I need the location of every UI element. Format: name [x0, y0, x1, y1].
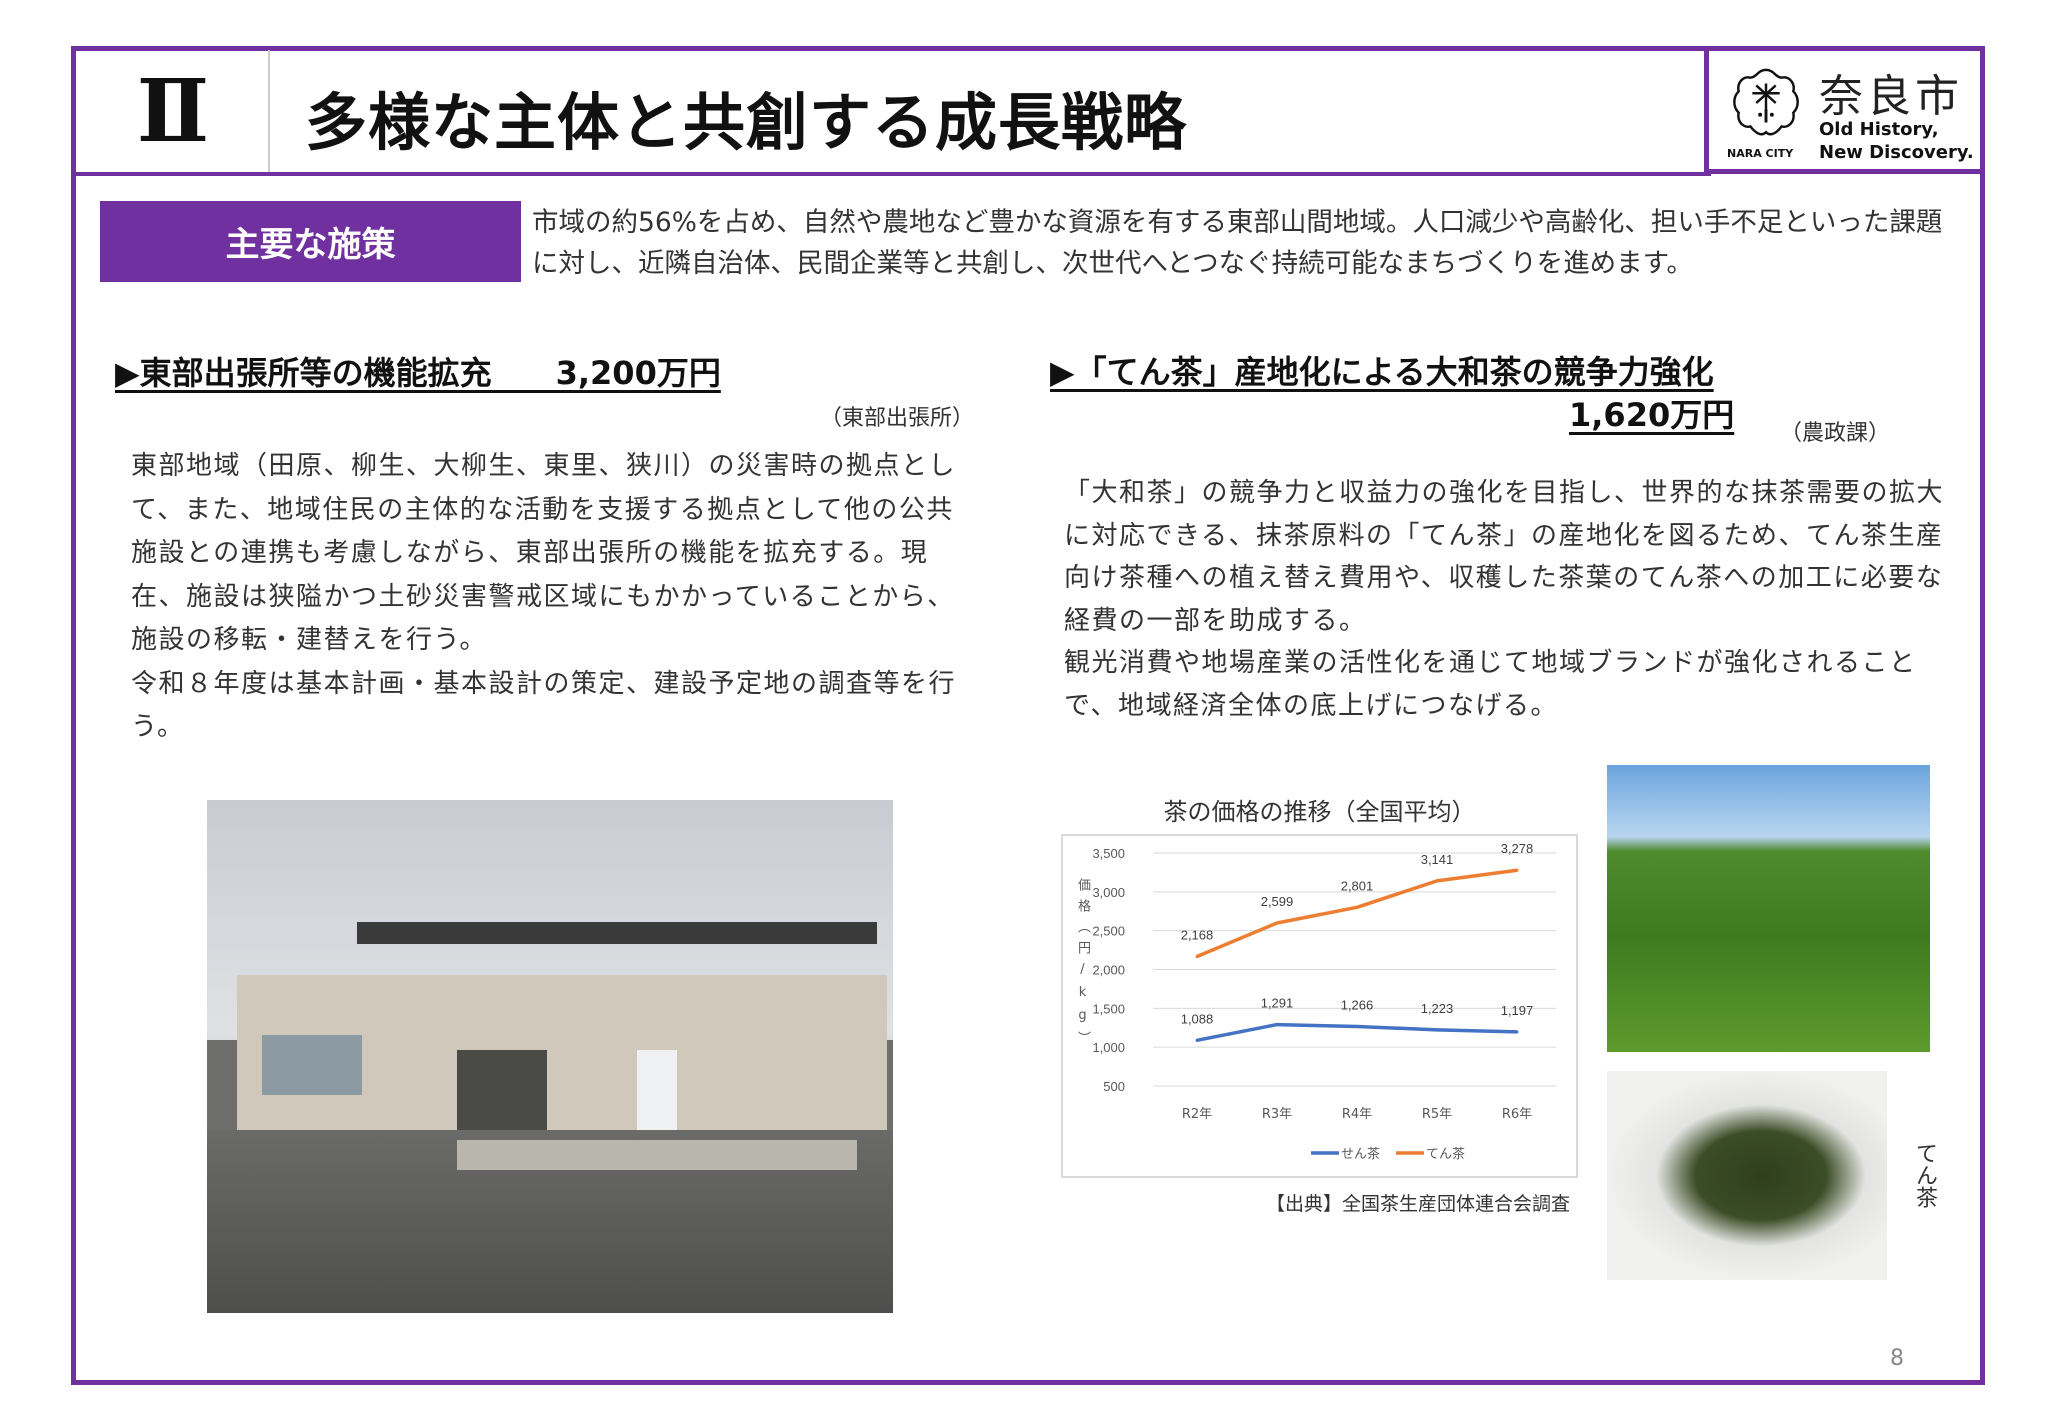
chart-title: 茶の価格の推移（全国平均）: [1163, 798, 1476, 826]
data-point: [1435, 879, 1439, 883]
data-point: [1515, 1030, 1519, 1034]
data-label: 1,223: [1421, 1001, 1454, 1016]
y-tick-label: 2,500: [1092, 924, 1125, 939]
data-label: 3,278: [1501, 841, 1534, 856]
page-frame: [71, 46, 1985, 1385]
section-numeral: Ⅱ: [136, 60, 209, 162]
numeral-divider: [268, 50, 270, 172]
x-tick-label: R3年: [1262, 1107, 1292, 1122]
data-point: [1355, 1025, 1359, 1029]
x-tick-label: R4年: [1342, 1107, 1372, 1122]
right-body: 「大和茶」の競争力と収益力の強化を目指し、世界的な抹茶需要の拡大に対応できる、抹…: [1064, 472, 1944, 727]
y-tick-label: 3,500: [1092, 846, 1125, 861]
left-department: （東部出張所）: [820, 406, 975, 431]
tea-price-chart: 500 1,000 1,500 2,000 2,500 3,000 3,500 R2年 R3年 R…: [1092, 841, 1556, 1162]
y-tick-label: 500: [1103, 1079, 1125, 1094]
left-body-paragraph-2: 令和８年度は基本計画・基本設計の策定、建設予定地の調査等を行う。: [131, 668, 957, 743]
data-point: [1355, 905, 1359, 909]
x-tick-label: R5年: [1422, 1107, 1452, 1122]
data-label: 2,599: [1261, 894, 1294, 909]
right-department: （農政課）: [1780, 421, 1891, 446]
legend-label: てん茶: [1426, 1146, 1465, 1162]
left-body: 東部地域（田原、柳生、大柳生、東里、狭川）の災害時の拠点として、また、地域住民の…: [131, 445, 976, 750]
left-body-paragraph-1: 東部地域（田原、柳生、大柳生、東里、狭川）の災害時の拠点として、また、地域住民の…: [131, 451, 957, 655]
page-number: 8: [1890, 1346, 1904, 1371]
data-label: 3,141: [1421, 852, 1454, 867]
logo-tagline-1: Old History,: [1819, 119, 1939, 140]
key-measures-badge: 主要な施策: [100, 201, 521, 282]
intro-text: 市域の約56%を占め、自然や農地など豊かな資源を有する東部山間地域。人口減少や高…: [532, 207, 1943, 279]
branch-office-photo: [207, 800, 893, 1313]
logo-city-en: NARA CITY: [1727, 147, 1794, 160]
right-heading: ▶「てん茶」産地化による大和茶の競争力強化: [1050, 353, 1714, 391]
x-tick-label: R6年: [1502, 1107, 1532, 1122]
right-body-paragraph-2: 観光消費や地場産業の活性化を通じて地域ブランドが強化されることで、地域経済全体の…: [1064, 648, 1917, 721]
right-amount: 1,620万円: [1569, 396, 1735, 434]
tencha-leaves-photo: [1607, 1071, 1887, 1280]
data-label: 1,197: [1501, 1003, 1534, 1018]
page-title: 多様な主体と共創する成長戦略: [305, 86, 1188, 159]
data-point: [1435, 1028, 1439, 1032]
logo-tagline-2: New Discovery.: [1819, 142, 1974, 163]
chart-frame: [1061, 834, 1578, 1178]
data-label: 1,088: [1181, 1011, 1214, 1026]
left-heading: ▶東部出張所等の機能拡充 3,200万円: [115, 354, 721, 392]
data-point: [1195, 954, 1199, 958]
tencha-photo-label: てん茶: [1912, 1142, 1937, 1208]
data-point: [1515, 868, 1519, 872]
nara-city-logo: NARA CITY 奈良市 Old History, New Discovery…: [1704, 50, 1981, 174]
data-label: 2,168: [1181, 927, 1214, 942]
data-label: 2,801: [1341, 878, 1374, 893]
right-body-paragraph-1: 「大和茶」の競争力と収益力の強化を目指し、世界的な抹茶需要の拡大に対応できる、抹…: [1064, 478, 1945, 636]
data-point: [1275, 1023, 1279, 1027]
tea-field-photo: [1607, 765, 1930, 1052]
y-tick-label: 3,000: [1092, 885, 1125, 900]
header-divider: [71, 172, 1711, 176]
y-tick-label: 2,000: [1092, 963, 1125, 978]
legend-label: せん茶: [1341, 1146, 1380, 1162]
y-tick-label: 1,000: [1092, 1040, 1125, 1055]
x-tick-label: R2年: [1182, 1107, 1212, 1122]
logo-city-jp: 奈良市: [1819, 71, 1963, 122]
y-tick-label: 1,500: [1092, 1001, 1125, 1016]
data-point: [1195, 1038, 1199, 1042]
logo-tagline: Old History, New Discovery.: [1819, 118, 1974, 164]
data-label: 1,291: [1261, 996, 1294, 1011]
y-axis-label: 価格（円/kg）: [1075, 878, 1090, 1052]
data-point: [1275, 921, 1279, 925]
chart-source: 【出典】全国茶生産団体連合会調査: [1265, 1193, 1570, 1215]
data-label: 1,266: [1341, 998, 1374, 1013]
city-emblem-icon: [1733, 68, 1799, 136]
